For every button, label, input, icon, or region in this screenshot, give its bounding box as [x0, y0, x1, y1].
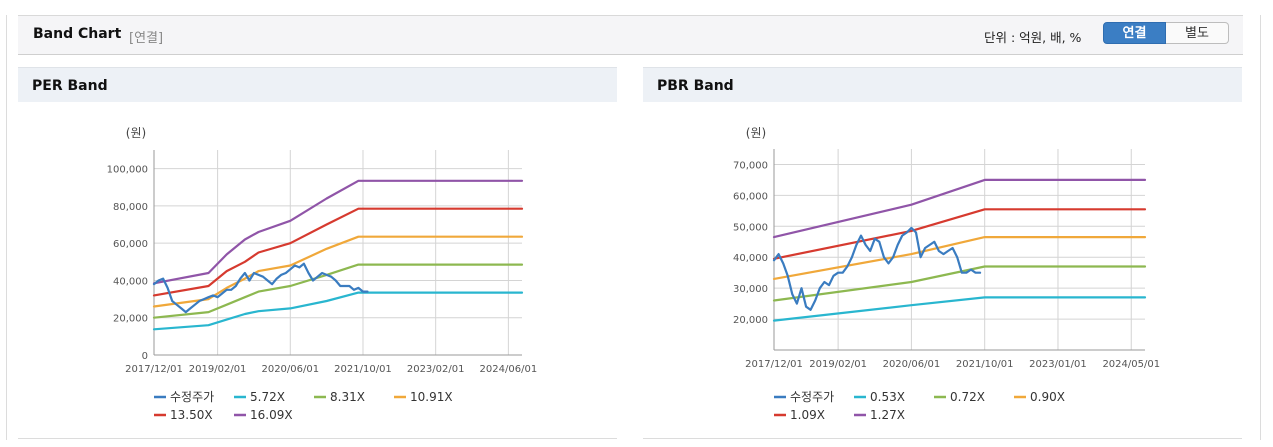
pbr-band-panel: PBR Band (원) 20,000 30,000 40,000 50,000 60,0… [643, 67, 1242, 439]
x-tick-label: 2021/10/01 [956, 359, 1014, 370]
series-line-수정주가 [772, 226, 982, 311]
legend-item[interactable]: 1.09X [774, 408, 825, 422]
legend-label: 0.90X [1030, 390, 1065, 404]
legend-item[interactable]: 5.72X [234, 390, 285, 404]
module-frame [6, 15, 1261, 440]
legend-label: 5.72X [250, 390, 285, 404]
legend-item[interactable]: 0.90X [1014, 390, 1065, 404]
panel-divider [643, 438, 1242, 439]
y-tick-label: 80,000 [113, 202, 148, 213]
separate-button[interactable]: 별도 [1166, 22, 1229, 44]
per-band-title: PER Band [32, 78, 108, 94]
x-tick-label: 2019/02/01 [189, 364, 247, 375]
y-tick-label: 70,000 [733, 160, 768, 171]
pbr-band-header: PBR Band [643, 67, 1242, 102]
y-tick-label: 60,000 [733, 191, 768, 202]
legend-item[interactable]: 13.50X [154, 408, 213, 422]
legend-item[interactable]: 수정주가 [774, 390, 834, 404]
legend-label: 수정주가 [170, 390, 214, 404]
y-tick-label: 50,000 [733, 222, 768, 233]
y-tick-label: 0 [142, 351, 148, 362]
consolidation-label: [연결] [129, 31, 164, 46]
legend-item[interactable]: 10.91X [394, 390, 453, 404]
legend-label: 10.91X [410, 390, 453, 404]
legend-label: 0.72X [950, 390, 985, 404]
x-tick-label: 2019/02/01 [809, 359, 867, 370]
legend-item[interactable]: 16.09X [234, 408, 293, 422]
series-line-0.90X [772, 236, 1147, 280]
legend-item[interactable]: 1.27X [854, 408, 905, 422]
x-tick-label: 2020/06/01 [261, 364, 319, 375]
x-tick-label: 2017/12/01 [125, 364, 183, 375]
y-tick-label: 20,000 [113, 314, 148, 325]
legend-label: 16.09X [250, 408, 293, 422]
series-line-13.50X [152, 207, 524, 297]
x-tick-label: 2024/06/01 [480, 364, 538, 375]
x-tick-label: 2024/05/01 [1102, 359, 1160, 370]
series-line-1.27X [772, 178, 1147, 239]
y-axis-unit-label: (원) [746, 126, 766, 140]
band-chart-header: Band Chart [연결] 단위 : 억원, 배, % 연결 별도 [18, 15, 1243, 55]
x-tick-label: 2020/06/01 [883, 359, 941, 370]
consolidation-toggle: 연결 별도 [1103, 22, 1229, 44]
legend-label: 1.27X [870, 408, 905, 422]
per-band-header: PER Band [18, 67, 617, 102]
x-tick-label: 2023/01/01 [1029, 359, 1087, 370]
legend-item[interactable]: 0.53X [854, 390, 905, 404]
per-band-panel: PER Band (원) 0 20,000 40,000 60,000 80,000 100… [18, 67, 617, 439]
legend-label: 13.50X [170, 408, 213, 422]
series-line-0.53X [772, 296, 1147, 322]
legend-label: 1.09X [790, 408, 825, 422]
panel-divider [18, 438, 617, 439]
pbr-band-chart: (원) 20,000 30,000 40,000 50,000 60,000 70,000 2… [733, 126, 1160, 422]
series-line-1.09X [772, 208, 1147, 260]
series-line-5.72X [152, 291, 524, 331]
y-axis-unit-label: (원) [126, 126, 146, 140]
legend-label: 0.53X [870, 390, 905, 404]
legend-item[interactable]: 수정주가 [154, 390, 214, 404]
unit-label: 단위 : 억원, 배, % [984, 30, 1082, 45]
y-tick-label: 60,000 [113, 239, 148, 250]
series-line-수정주가 [152, 262, 369, 314]
legend-label: 수정주가 [790, 390, 834, 404]
per-band-chart: (원) 0 20,000 40,000 60,000 80,000 100,000 2017/… [107, 126, 538, 422]
legend-item[interactable]: 8.31X [314, 390, 365, 404]
page-title: Band Chart [33, 26, 122, 42]
x-tick-label: 2017/12/01 [745, 359, 803, 370]
consolidated-button[interactable]: 연결 [1103, 22, 1166, 44]
y-tick-label: 40,000 [113, 276, 148, 287]
y-tick-label: 20,000 [733, 315, 768, 326]
pbr-band-title: PBR Band [657, 78, 734, 94]
x-tick-label: 2021/10/01 [334, 364, 392, 375]
y-tick-label: 30,000 [733, 284, 768, 295]
legend-label: 8.31X [330, 390, 365, 404]
series-line-8.31X [152, 263, 524, 319]
x-tick-label: 2023/02/01 [407, 364, 465, 375]
series-line-16.09X [152, 179, 524, 285]
series-line-0.72X [772, 265, 1147, 302]
y-tick-label: 100,000 [107, 165, 148, 176]
y-tick-label: 40,000 [733, 253, 768, 264]
legend-item[interactable]: 0.72X [934, 390, 985, 404]
